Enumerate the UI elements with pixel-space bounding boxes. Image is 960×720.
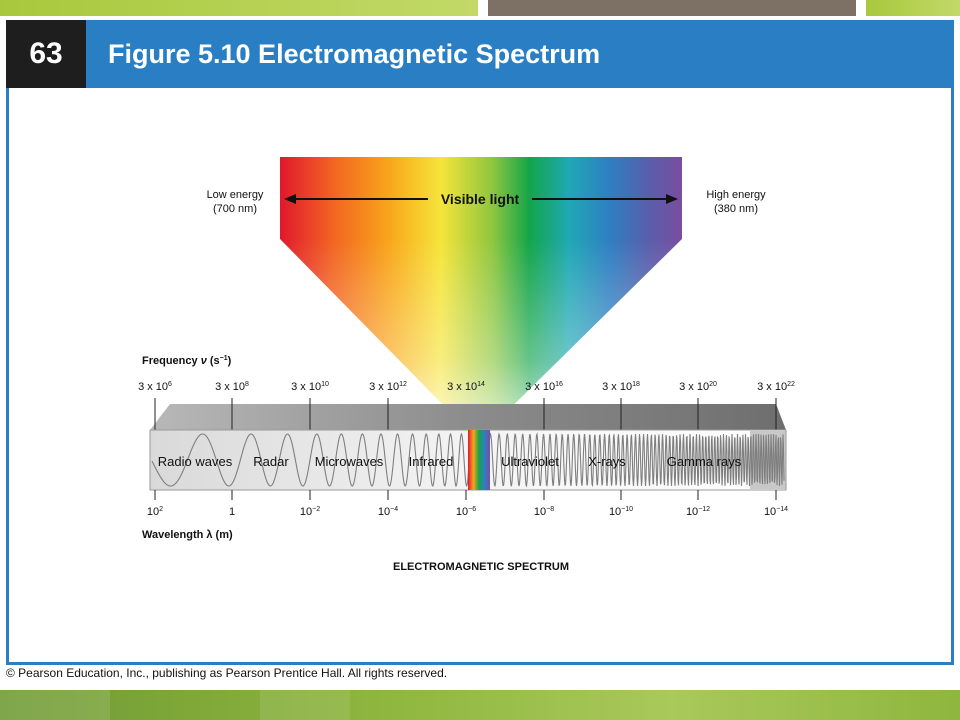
high-energy-label: High energy: [706, 189, 766, 201]
visible-light-cone-fade: [280, 239, 682, 428]
bottom-strip-highlight-2: [260, 690, 350, 720]
high-energy-value: (380 nm): [714, 203, 758, 215]
wl-tick-1: 102: [147, 506, 163, 518]
visible-light-label: Visible light: [441, 191, 520, 207]
region-infrared: Infrared: [409, 454, 454, 469]
wl-tick-3: 10−2: [300, 506, 320, 518]
region-labels: Radio waves Radar Microwaves Infrared Ul…: [158, 454, 742, 469]
slide-title: Figure 5.10 Electromagnetic Spectrum: [108, 38, 601, 69]
wl-tick-9: 10−14: [764, 506, 788, 518]
wl-tick-5: 10−6: [456, 506, 476, 518]
arrow-head-right-icon: [666, 194, 678, 204]
slide-header: [6, 20, 954, 88]
bottom-accent-strip: [0, 690, 960, 720]
freq-tick-7: 3 x 1018: [602, 381, 640, 393]
freq-tick-5: 3 x 1014: [447, 381, 485, 393]
figure-caption: ELECTROMAGNETIC SPECTRUM: [393, 561, 569, 573]
accent-bar-green-right: [866, 0, 960, 16]
region-gamma-rays: Gamma rays: [667, 454, 742, 469]
low-energy-value: (700 nm): [213, 203, 257, 215]
freq-tick-3: 3 x 1010: [291, 381, 329, 393]
copyright-notice: © Pearson Education, Inc., publishing as…: [6, 666, 448, 680]
region-radar: Radar: [253, 454, 289, 469]
visible-band-in-bar: [468, 430, 490, 490]
frequency-axis-label: Frequency ν (s−1): [142, 355, 232, 367]
region-x-rays: X-rays: [588, 454, 626, 469]
freq-tick-6: 3 x 1016: [525, 381, 563, 393]
top-accent-strip: [0, 0, 960, 20]
freq-tick-4: 3 x 1012: [369, 381, 407, 393]
slide-number: 63: [6, 20, 86, 88]
arrow-head-left-icon: [284, 194, 296, 204]
low-energy-label: Low energy: [207, 189, 264, 201]
freq-tick-9: 3 x 1022: [757, 381, 795, 393]
freq-tick-8: 3 x 1020: [679, 381, 717, 393]
freq-tick-2: 3 x 108: [215, 381, 249, 393]
wl-tick-8: 10−12: [686, 506, 710, 518]
region-ultraviolet: Ultraviolet: [501, 454, 559, 469]
wl-tick-2: 1: [229, 506, 235, 518]
spectrum-bar-top-face: [150, 404, 786, 430]
wl-tick-4: 10−4: [378, 506, 398, 518]
wavelength-tick-labels: 102 1 10−2 10−4 10−6 10−8 10−10 10−12 10…: [147, 506, 788, 518]
frequency-tick-labels: 3 x 106 3 x 108 3 x 1010 3 x 1012 3 x 10…: [138, 381, 795, 393]
bottom-strip-highlight-1: [0, 690, 110, 720]
wl-tick-7: 10−10: [609, 506, 633, 518]
region-microwaves: Microwaves: [315, 454, 384, 469]
region-radio-waves: Radio waves: [158, 454, 233, 469]
wavelength-tick-lines: [154, 490, 777, 500]
wl-tick-6: 10−8: [534, 506, 554, 518]
accent-bar-gray: [488, 0, 856, 16]
accent-bar-green-left: [0, 0, 478, 16]
wavelength-axis-label: Wavelength λ (m): [142, 529, 233, 541]
frequency-tick-lines: [154, 398, 777, 430]
freq-tick-1: 3 x 106: [138, 381, 172, 393]
